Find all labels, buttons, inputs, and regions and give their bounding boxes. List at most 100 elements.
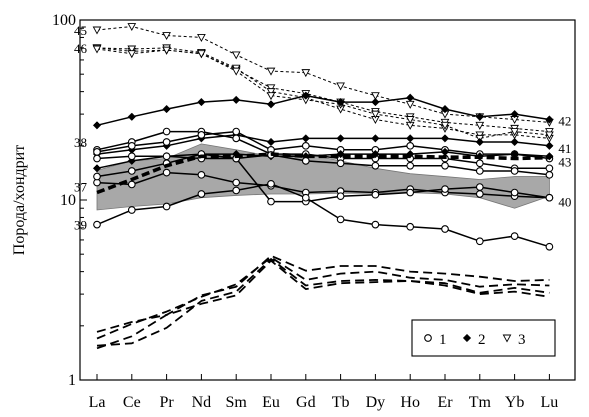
triangle-marker bbox=[371, 110, 380, 119]
diamond-marker bbox=[336, 134, 345, 143]
diamond-marker bbox=[462, 333, 472, 343]
diamond-marker bbox=[301, 134, 310, 143]
series-line-s40 bbox=[96, 153, 550, 203]
circle-marker bbox=[127, 206, 136, 214]
diamond-marker bbox=[475, 137, 484, 147]
triangle-marker bbox=[127, 23, 137, 32]
series-s38b bbox=[93, 127, 554, 163]
series-s41 bbox=[92, 130, 554, 159]
triangle-marker bbox=[371, 92, 380, 101]
triangle-marker bbox=[92, 45, 102, 54]
triangle-marker bbox=[162, 32, 171, 41]
diamond-marker bbox=[406, 134, 415, 143]
series-line-d2 bbox=[96, 256, 550, 340]
triangle-marker bbox=[510, 128, 519, 137]
diamond-marker bbox=[475, 112, 484, 121]
circle-marker bbox=[510, 167, 519, 175]
diamond-marker bbox=[266, 100, 276, 109]
circle-marker bbox=[545, 193, 554, 202]
diamond-marker bbox=[510, 137, 519, 147]
series-s43 bbox=[96, 152, 550, 195]
circle-marker bbox=[301, 141, 310, 150]
circle-marker bbox=[475, 167, 484, 175]
series-s44 bbox=[92, 45, 554, 143]
triangle-marker bbox=[197, 50, 206, 59]
x-tick-label-la: La bbox=[89, 394, 106, 411]
y-tick-label: 1 bbox=[68, 372, 76, 389]
circle-marker bbox=[232, 134, 241, 143]
circle-marker bbox=[441, 225, 449, 233]
circle-marker bbox=[371, 161, 380, 170]
triangle-marker bbox=[502, 334, 512, 343]
circle-marker bbox=[371, 220, 380, 229]
triangle-marker bbox=[545, 131, 554, 140]
diamond-marker bbox=[197, 97, 206, 107]
plot-area: 1 10 100 Порода/хондрит La Ce Pr Nd Sm Eu Gd Tb Dy Ho… bbox=[11, 12, 576, 411]
diamond-marker bbox=[440, 104, 450, 114]
diamond-marker bbox=[92, 164, 102, 173]
circle-marker bbox=[267, 179, 275, 188]
series-d2 bbox=[96, 256, 550, 340]
legend-box bbox=[411, 319, 556, 357]
diamond-marker bbox=[371, 134, 380, 143]
triangle-marker bbox=[440, 121, 450, 130]
circle-marker bbox=[162, 138, 171, 146]
diamond-marker bbox=[545, 115, 554, 124]
annotation-39: 39 bbox=[74, 218, 87, 233]
circle-marker bbox=[127, 180, 136, 189]
circle-marker bbox=[406, 161, 415, 170]
circle-marker bbox=[162, 168, 171, 177]
x-tick-label-eu: Eu bbox=[262, 394, 280, 411]
circle-marker bbox=[93, 220, 101, 229]
circle-marker bbox=[127, 152, 136, 161]
x-tick-label-lu: Lu bbox=[541, 394, 559, 411]
annotation-37: 37 bbox=[74, 180, 88, 195]
series-d3 bbox=[96, 258, 550, 347]
triangle-marker bbox=[266, 88, 276, 97]
circle-marker bbox=[545, 170, 554, 179]
circle-marker bbox=[336, 159, 345, 168]
triangle-marker bbox=[162, 46, 171, 55]
series-line-s46b bbox=[96, 47, 550, 139]
diamond-marker bbox=[510, 109, 519, 119]
circle-marker bbox=[475, 183, 484, 191]
x-tick-label-tm: Tm bbox=[469, 394, 492, 411]
diamond-marker bbox=[336, 97, 345, 107]
circle-marker bbox=[510, 188, 519, 197]
triangle-marker bbox=[127, 45, 137, 54]
circle-marker bbox=[93, 172, 101, 181]
series-line-d1 bbox=[96, 254, 550, 333]
legend-label-3: 3 bbox=[518, 332, 526, 348]
series-s46b bbox=[92, 44, 554, 143]
circle-marker bbox=[232, 178, 241, 187]
circle-marker bbox=[93, 154, 101, 163]
diamond-marker bbox=[440, 134, 450, 143]
x-tick-label-gd: Gd bbox=[296, 394, 316, 411]
circle-marker bbox=[441, 161, 449, 170]
circle-marker bbox=[406, 141, 415, 150]
triangle-marker bbox=[92, 26, 102, 35]
x-tick-label-dy: Dy bbox=[366, 394, 386, 411]
x-tick-label-yb: Yb bbox=[505, 394, 525, 411]
y-tick-label: 100 bbox=[52, 12, 76, 29]
circle-marker bbox=[510, 232, 519, 240]
annotation-41: 41 bbox=[558, 141, 571, 156]
circle-marker bbox=[162, 127, 171, 136]
annotation-38: 38 bbox=[74, 135, 87, 150]
circle-marker bbox=[545, 242, 554, 251]
diamond-marker bbox=[301, 91, 310, 100]
triangle-marker bbox=[197, 33, 206, 42]
triangle-marker bbox=[266, 92, 276, 101]
circle-marker bbox=[475, 159, 484, 168]
series-s46 bbox=[92, 44, 554, 137]
series-line-s39 bbox=[96, 183, 550, 248]
circle-marker bbox=[127, 141, 136, 150]
circle-marker bbox=[232, 127, 241, 136]
circle-marker bbox=[336, 215, 345, 224]
series-line-s44 bbox=[96, 48, 550, 139]
triangle-marker bbox=[301, 69, 311, 78]
annotation-40: 40 bbox=[558, 195, 571, 210]
triangle-marker bbox=[127, 50, 137, 59]
legend: 1 2 3 bbox=[411, 319, 556, 357]
